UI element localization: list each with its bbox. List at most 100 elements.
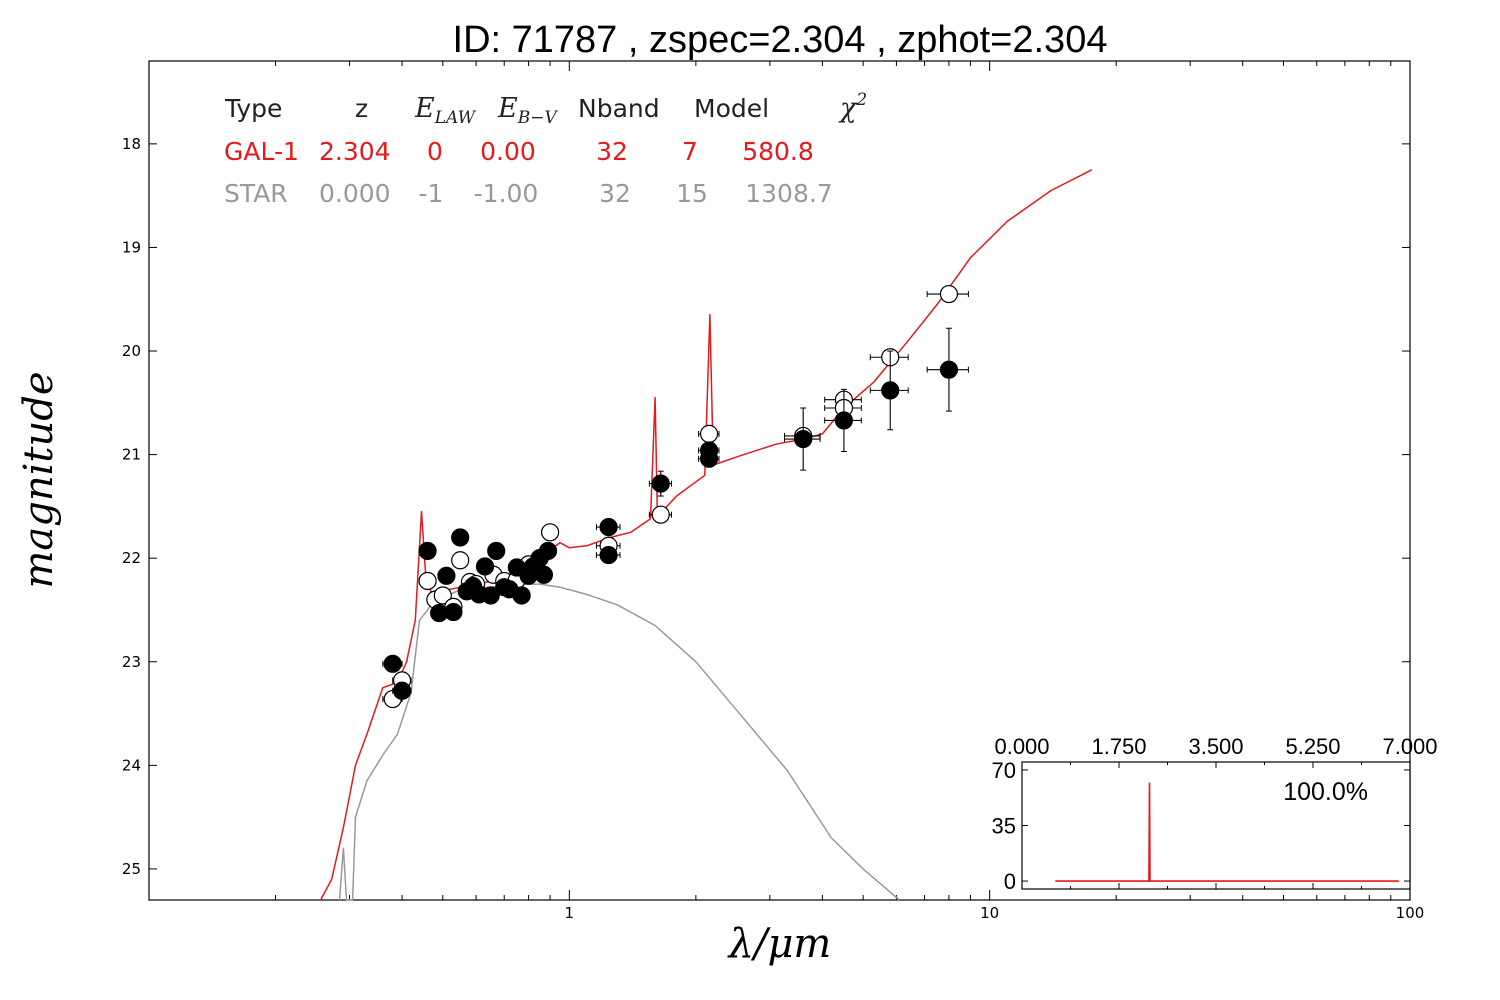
inset-x-tick-label: 7.000 (1382, 734, 1437, 759)
x-tick-label: 100 (1396, 904, 1425, 922)
header-e-law: ELAW (414, 93, 477, 128)
model-marker (433, 586, 452, 605)
observed-point (926, 327, 969, 412)
gal-e-law: 0 (427, 137, 443, 166)
main-plot: 1 10 100 18 19 20 21 22 23 24 25 (122, 60, 1425, 922)
model-point (418, 571, 437, 591)
observed-point (869, 350, 909, 431)
observed-marker (383, 654, 402, 673)
model-point (648, 505, 672, 524)
y-tick-label: 21 (122, 446, 141, 464)
observed-marker (451, 528, 470, 547)
y-tick-label: 25 (122, 860, 141, 878)
star-z: 0.000 (319, 179, 391, 208)
observed-marker (444, 602, 463, 622)
model-marker (540, 523, 560, 542)
row-star: STAR 0.000 -1 -1.00 32 15 1308.7 (224, 179, 833, 208)
observed-point (595, 518, 621, 537)
model-point (451, 551, 470, 570)
header-type: Type (224, 94, 282, 123)
observed-point (463, 577, 483, 596)
star-e-bv: -1.00 (474, 179, 539, 208)
fit-table: Type z ELAW EB−V Nband Model χ2 GAL-1 2.… (224, 90, 867, 208)
observed-point (512, 586, 531, 605)
observed-point (418, 541, 437, 561)
inset-frame (1021, 761, 1411, 890)
sed-line-star (338, 583, 900, 901)
x-tick-label: 1 (565, 904, 575, 922)
points-layer (382, 284, 969, 709)
inset-y-tick-label: 35 (992, 814, 1016, 839)
observed-marker (437, 566, 456, 585)
observed-marker (538, 541, 558, 561)
observed-point (451, 528, 470, 547)
gal-e-bv: 0.00 (480, 137, 536, 166)
star-chi2: 1308.7 (745, 179, 832, 208)
observed-marker (475, 557, 495, 576)
observed-marker (699, 449, 719, 468)
y-axis: 18 19 20 21 22 23 24 25 (122, 135, 1410, 878)
y-tick-label: 22 (122, 549, 141, 567)
observed-marker (487, 541, 506, 561)
star-nband: 32 (599, 179, 631, 208)
inset-y-tick-label: 0 (1004, 869, 1016, 894)
pdz-inset: 0.000 1.750 3.500 5.250 7.000 0 35 70 100.0% (992, 734, 1438, 894)
gal-type: GAL-1 (224, 137, 299, 166)
observed-point (392, 681, 412, 700)
observed-marker (534, 565, 554, 584)
x-axis: 1 10 100 (148, 61, 1425, 922)
inset-x-tick-label: 1.750 (1091, 734, 1146, 759)
star-e-law: -1 (419, 179, 444, 208)
model-point (540, 523, 560, 542)
gal-model: 7 (682, 137, 698, 166)
observed-point (648, 470, 672, 497)
model-marker (699, 424, 719, 443)
observed-point (698, 449, 720, 468)
observed-point (475, 557, 495, 576)
observed-point (437, 566, 456, 585)
chart-title: ID: 71787 , zspec=2.304 , zphot=2.304 (453, 19, 1108, 61)
row-gal: GAL-1 2.304 0 0.00 32 7 580.8 (224, 137, 814, 166)
model-marker (651, 505, 670, 524)
inset-y-tick-label: 70 (992, 758, 1016, 783)
observed-point (382, 654, 403, 673)
observed-marker (939, 360, 959, 379)
observed-marker (392, 681, 412, 700)
model-point (926, 284, 969, 304)
star-model: 15 (676, 179, 708, 208)
x-tick-label: 10 (980, 904, 999, 922)
star-type: STAR (224, 179, 288, 208)
observed-point (444, 602, 463, 622)
series-layer (319, 169, 1093, 901)
y-tick-label: 24 (122, 756, 141, 774)
observed-point (595, 545, 621, 565)
inset-layer: 0.000 1.750 3.500 5.250 7.000 0 35 70 (992, 734, 1438, 894)
observed-point (481, 586, 500, 605)
inset-x-tick-label: 0.000 (994, 734, 1049, 759)
model-marker (939, 284, 959, 304)
observed-marker (794, 429, 813, 449)
observed-point (534, 565, 554, 584)
inset-x-tick-label: 3.500 (1188, 734, 1243, 759)
observed-marker (481, 586, 500, 605)
header-nband: Nband (578, 94, 660, 123)
model-marker (451, 551, 470, 570)
y-tick-label: 23 (122, 653, 141, 671)
y-tick-label: 18 (122, 135, 141, 153)
observed-point (783, 407, 821, 471)
observed-marker (651, 474, 670, 493)
observed-marker (599, 518, 618, 537)
y-tick-label: 20 (122, 342, 141, 360)
inset-x-tick-label: 5.250 (1285, 734, 1340, 759)
y-axis-label: magnitude (16, 371, 62, 588)
header-e-bv: EB−V (497, 93, 558, 128)
observed-marker (834, 411, 854, 430)
observed-point (487, 541, 506, 561)
plot-frame (148, 60, 1411, 901)
inset-annotation: 100.0% (1283, 778, 1368, 806)
header-model: Model (694, 94, 769, 123)
gal-chi2: 580.8 (742, 137, 814, 166)
model-marker (418, 571, 437, 591)
gal-nband: 32 (596, 137, 628, 166)
